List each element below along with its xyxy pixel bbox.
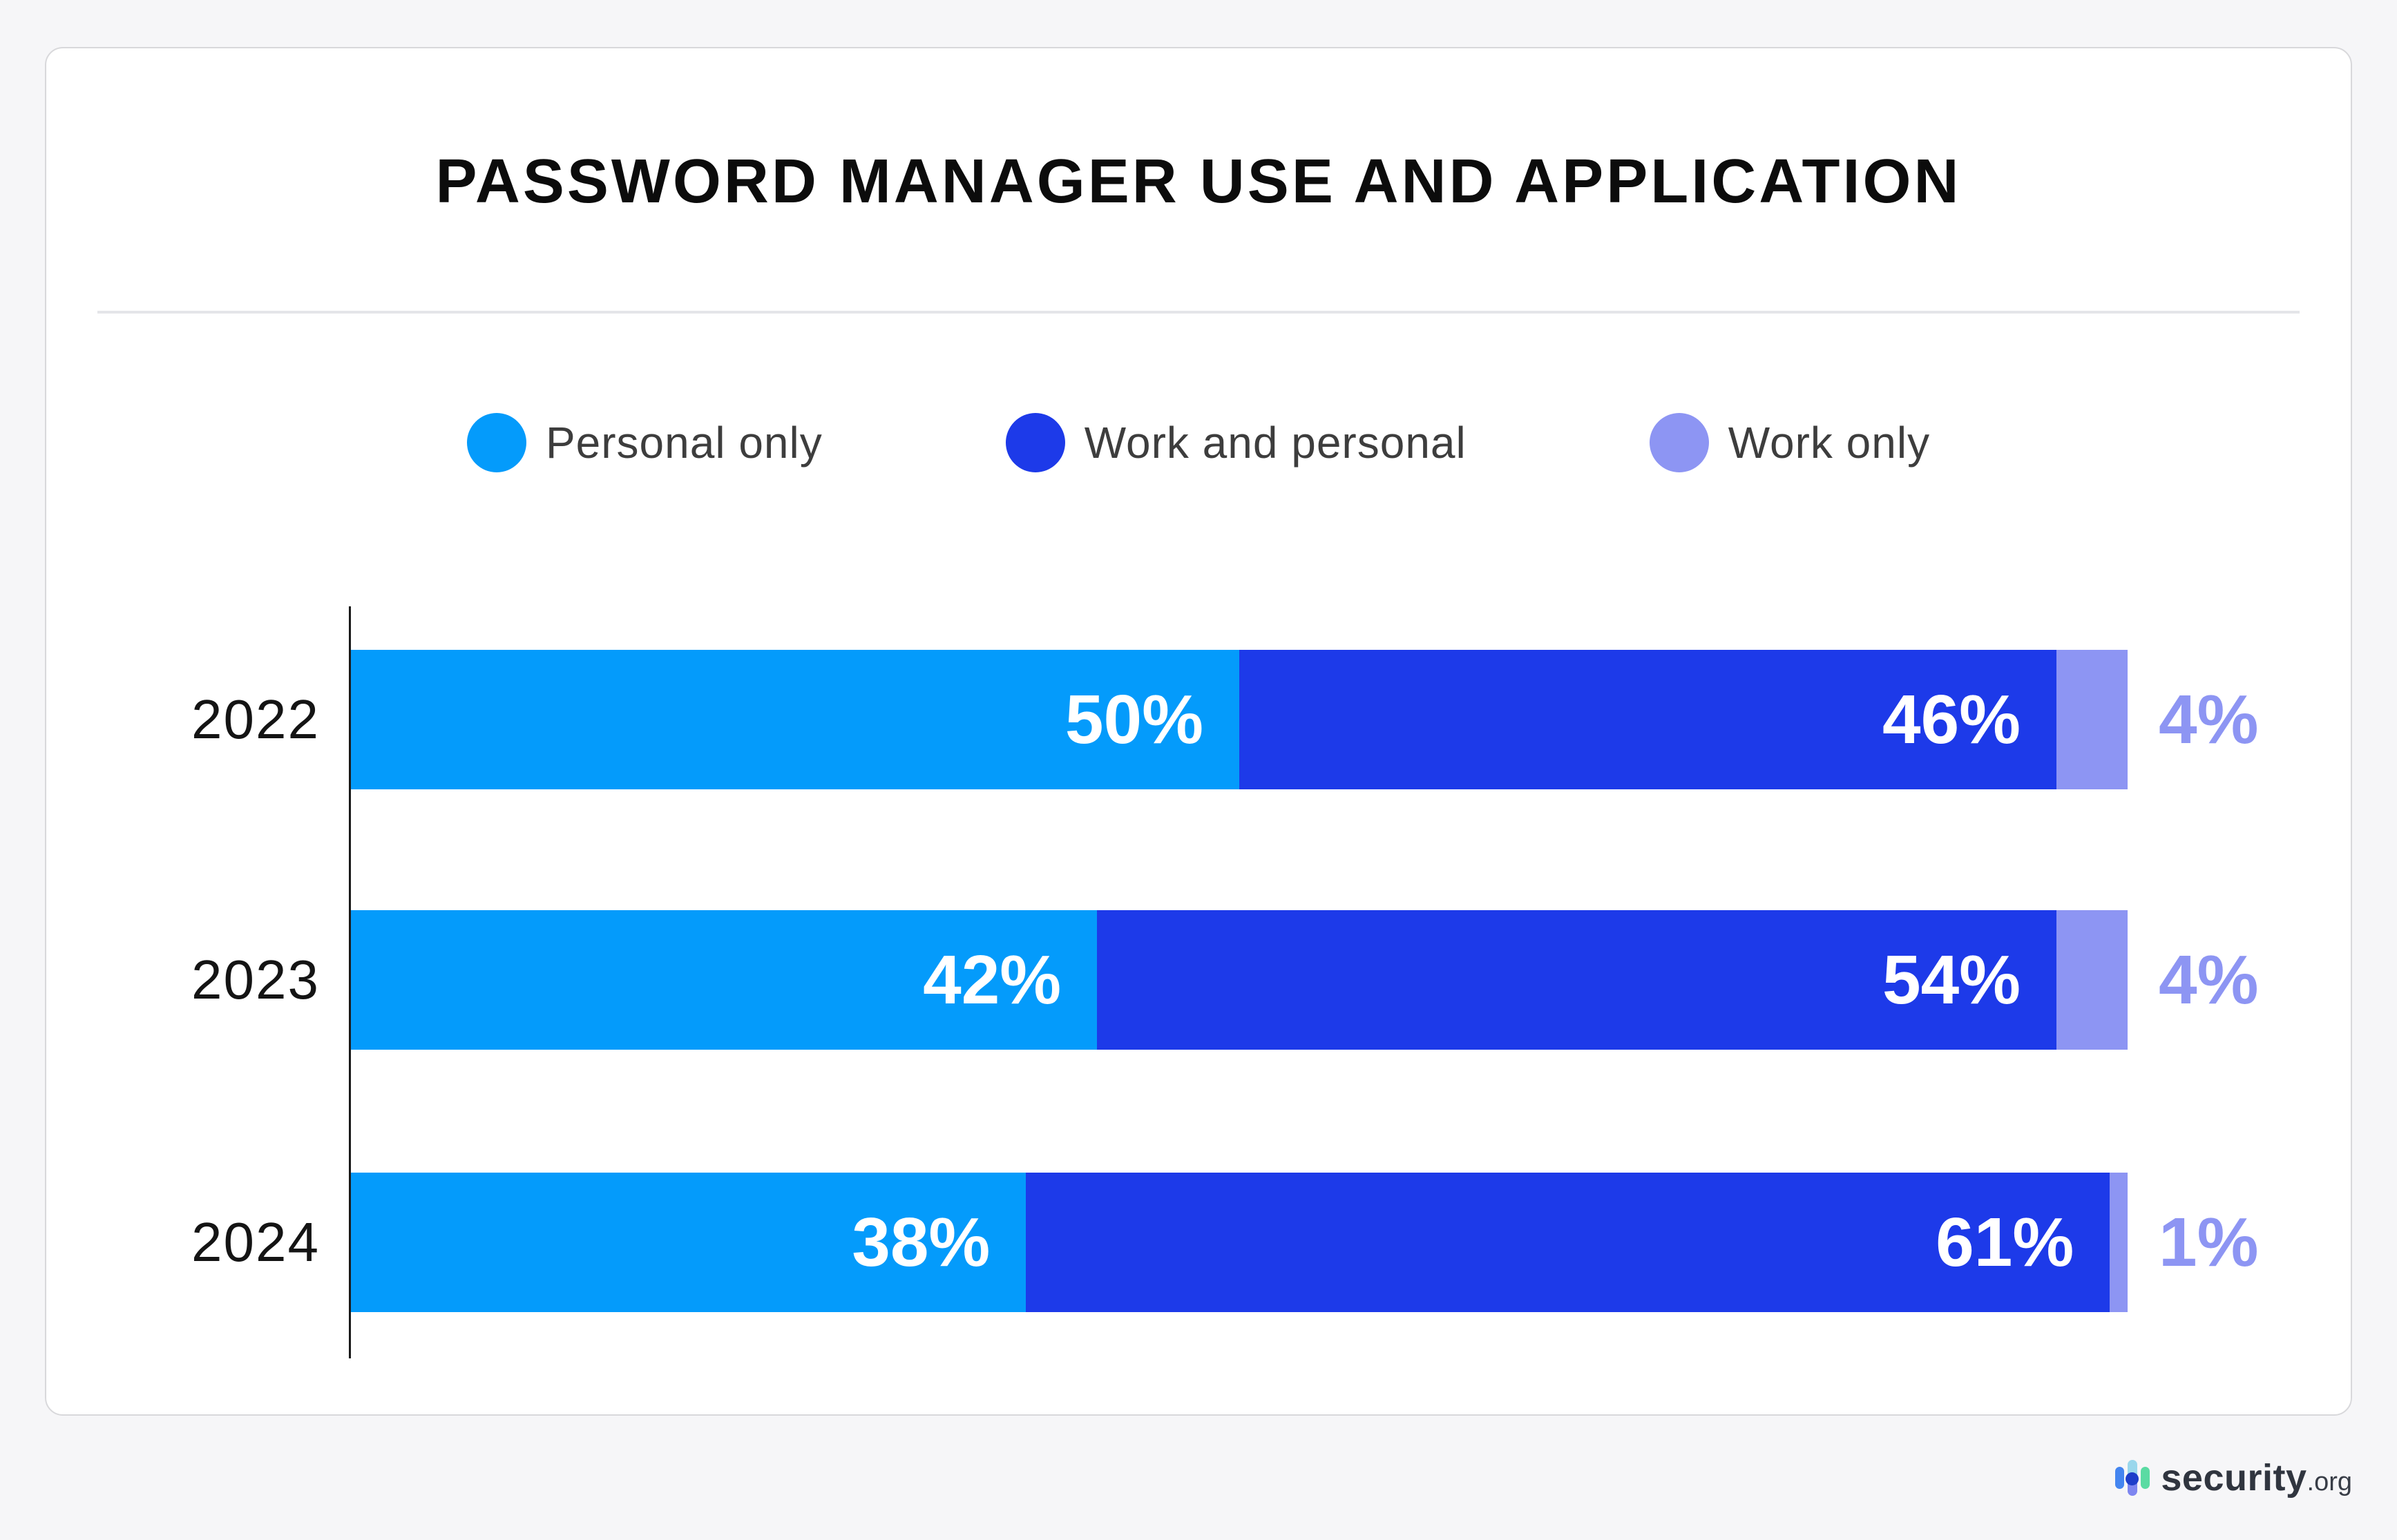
bar-value-label: 46%: [1882, 680, 2021, 758]
bar-value-label: 54%: [1882, 941, 2021, 1019]
legend-swatch-icon: [466, 413, 526, 472]
bar-value-label: 50%: [1064, 680, 1203, 758]
bar-segment-personal-only: 42%: [351, 910, 1098, 1050]
legend-label: Work and personal: [1084, 418, 1467, 468]
stacked-bar-2022: 50% 46%: [351, 650, 2128, 789]
legend-item-work-and-personal: Work and personal: [1005, 413, 1467, 472]
bar-value-label: 42%: [923, 941, 1062, 1019]
bar-segment-personal-only: 50%: [351, 650, 1239, 789]
bar-value-label-outside: 4%: [2159, 941, 2259, 1019]
chart-title: PASSWORD MANAGER USE AND APPLICATION: [435, 147, 1962, 216]
bar-segment-work-only: [2056, 910, 2128, 1050]
bar-segment-work-only: [2056, 650, 2128, 789]
stacked-bar-2024: 38% 61%: [351, 1173, 2128, 1312]
legend-item-personal-only: Personal only: [466, 413, 823, 472]
bar-row-2022: 2022 4% 50% 46%: [46, 650, 2351, 789]
bar-value-label-outside: 1%: [2159, 1204, 2259, 1281]
title-divider: [97, 311, 2300, 314]
year-label-2023: 2023: [191, 949, 320, 1010]
security-org-logo[interactable]: security .org: [2115, 1456, 2352, 1499]
bar-segment-work-and-personal: 61%: [1026, 1173, 2110, 1312]
legend-swatch-icon: [1005, 413, 1065, 472]
logo-text: security .org: [2161, 1456, 2352, 1499]
legend-item-work-only: Work only: [1649, 413, 1931, 472]
bar-value-label: 38%: [852, 1203, 991, 1281]
year-label-2022: 2022: [191, 689, 320, 750]
bar-value-label: 61%: [1936, 1203, 2074, 1281]
logo-bar-right: [2141, 1467, 2150, 1489]
stacked-bar-chart: 2022 4% 50% 46% 2023 4% 42% 54% 2024 1% 38% 61%: [46, 606, 2351, 1358]
legend-swatch-icon: [1649, 413, 1709, 472]
y-axis-line: [349, 606, 351, 1358]
stacked-bar-2023: 42% 54%: [351, 910, 2128, 1050]
bar-segment-personal-only: 38%: [351, 1173, 1026, 1312]
security-org-logo-icon: [2115, 1460, 2150, 1496]
logo-bar-left: [2115, 1467, 2125, 1489]
bar-segment-work-and-personal: 54%: [1097, 910, 2057, 1050]
bar-value-label-outside: 4%: [2159, 681, 2259, 758]
legend-label: Work only: [1728, 418, 1931, 468]
legend: Personal only Work and personal Work only: [46, 413, 2351, 472]
legend-label: Personal only: [545, 418, 823, 468]
bar-row-2024: 2024 1% 38% 61%: [46, 1173, 2351, 1312]
logo-dot: [2126, 1472, 2139, 1485]
bar-segment-work-only: [2110, 1173, 2128, 1312]
logo-brand-text: security: [2161, 1457, 2307, 1499]
bar-segment-work-and-personal: 46%: [1239, 650, 2057, 789]
year-label-2024: 2024: [191, 1211, 320, 1273]
bar-row-2023: 2023 4% 42% 54%: [46, 910, 2351, 1050]
logo-brand-suffix: .org: [2307, 1467, 2352, 1496]
footer: security .org: [45, 1417, 2352, 1539]
chart-card: PASSWORD MANAGER USE AND APPLICATION Per…: [45, 47, 2352, 1416]
